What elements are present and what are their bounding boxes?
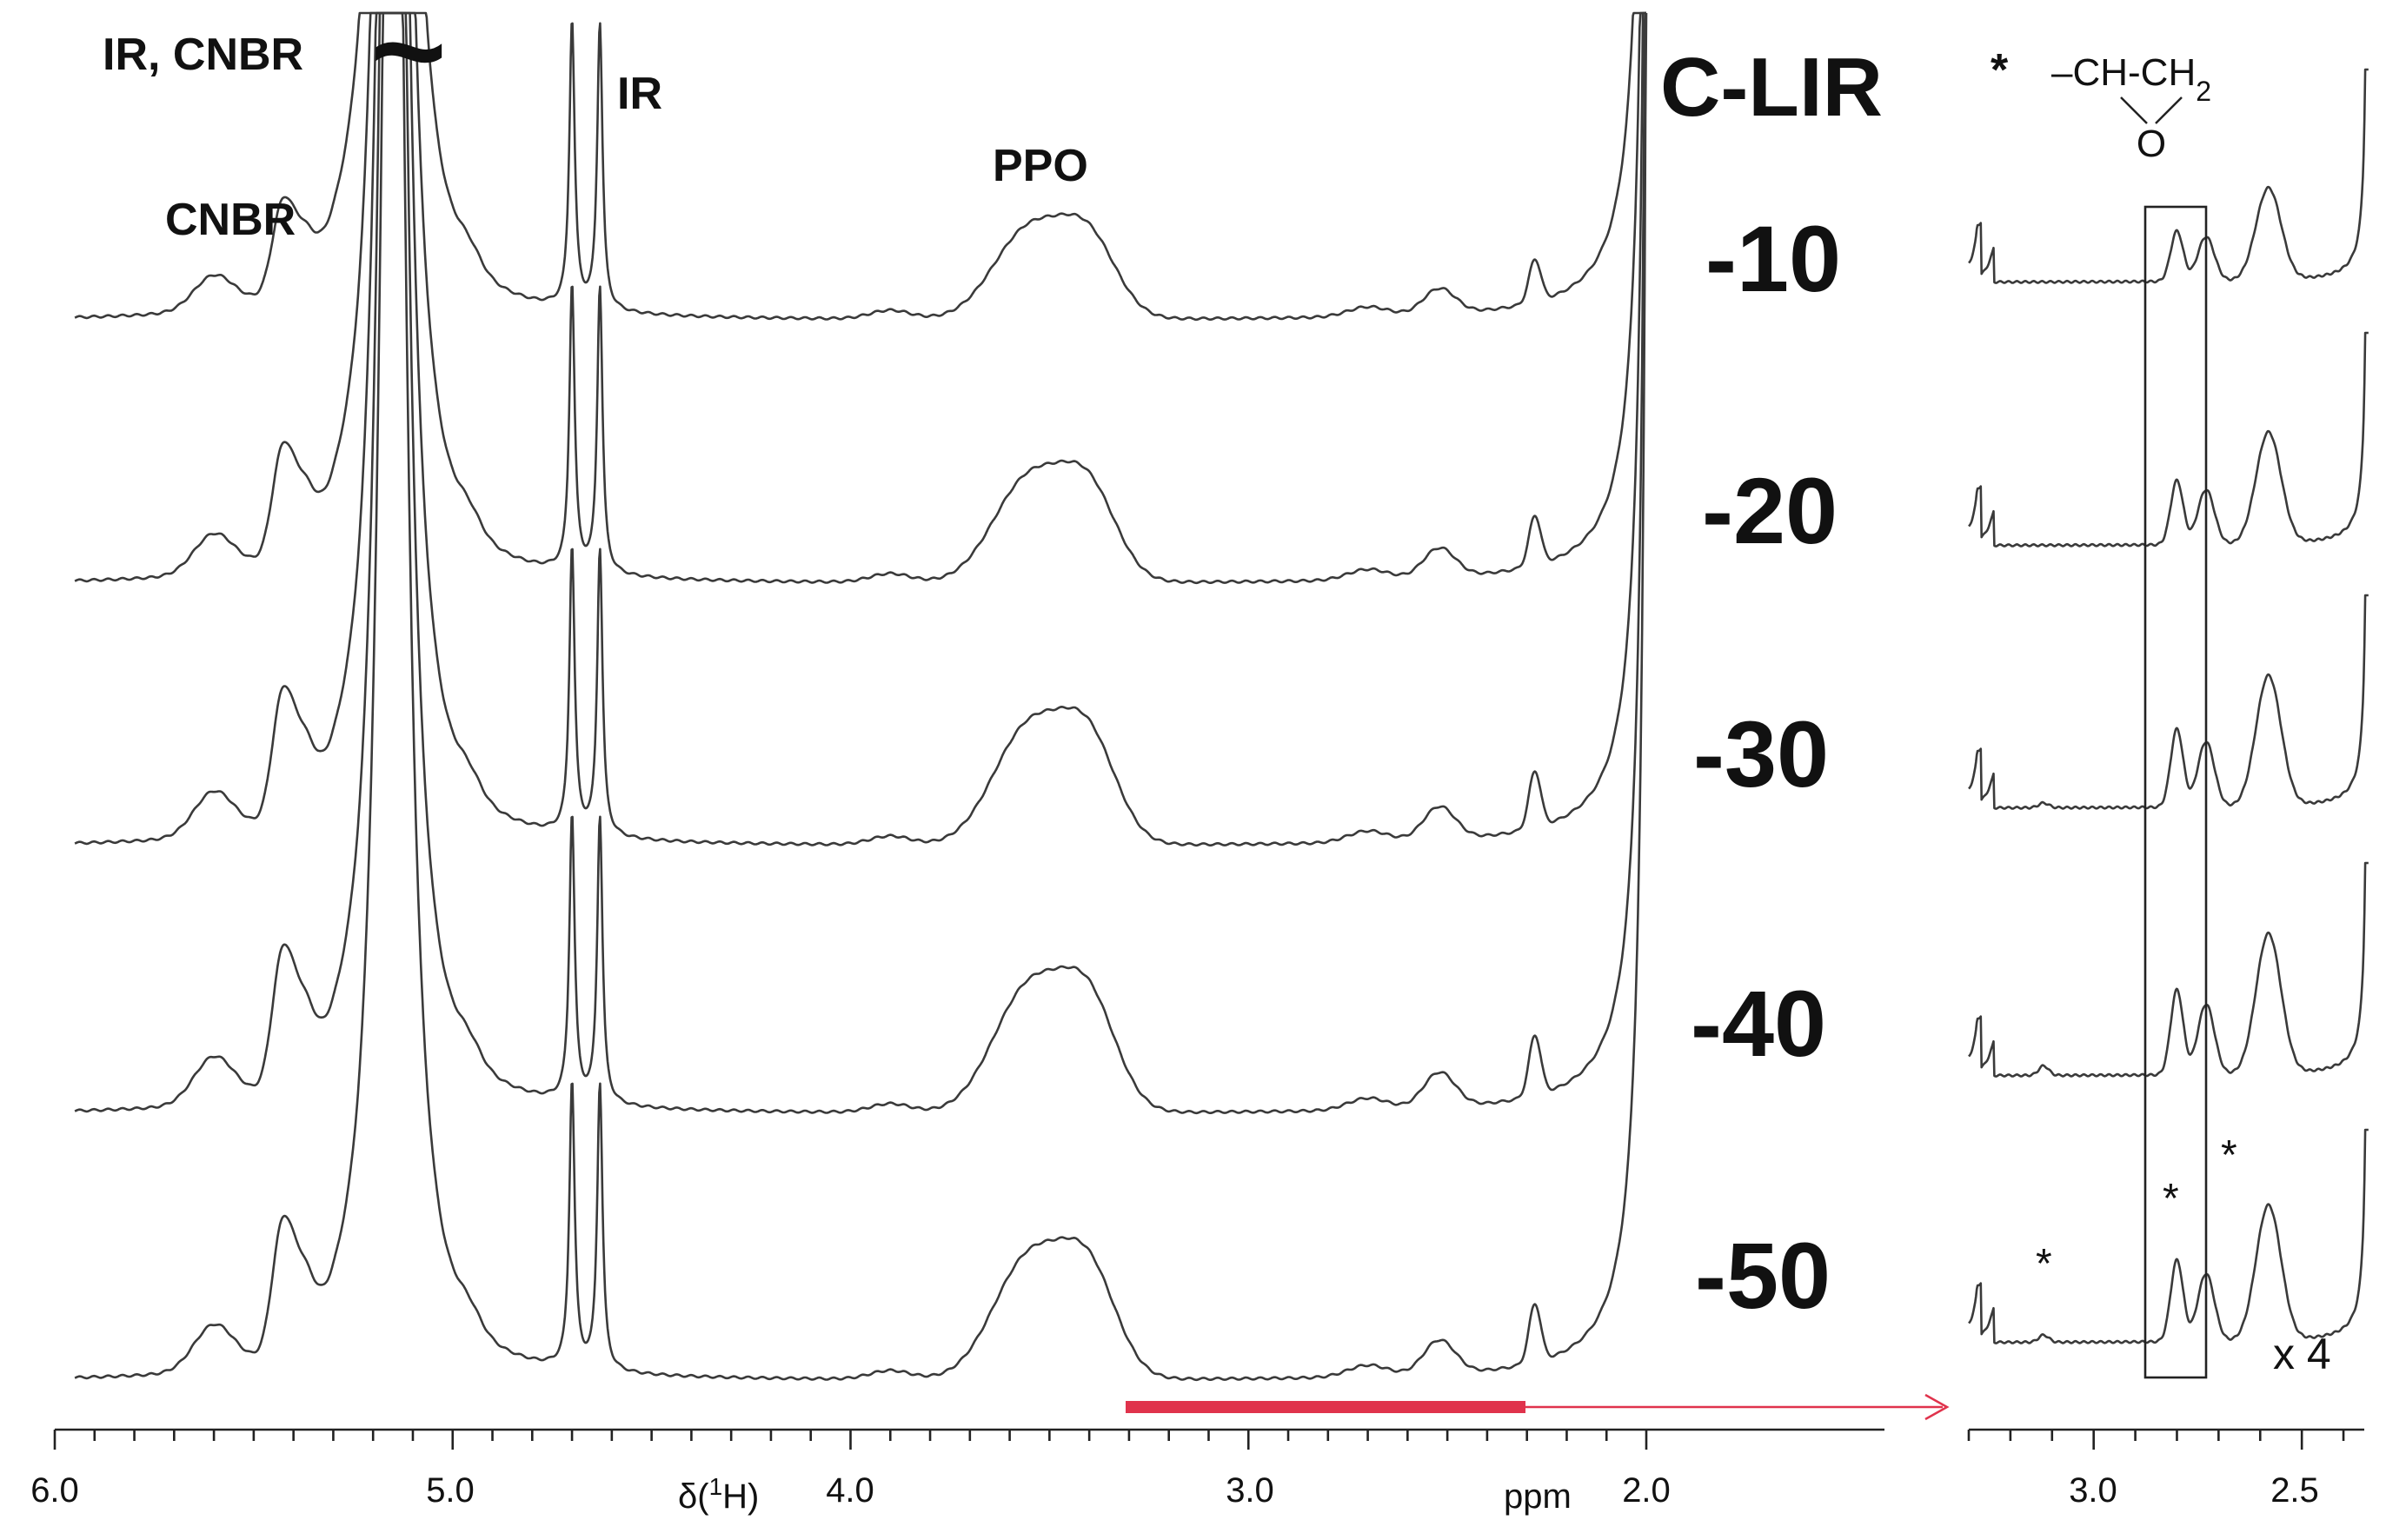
epoxide-bond-right bbox=[2155, 96, 2183, 124]
inset-star-3: * bbox=[2221, 1132, 2237, 1178]
inset-ticks bbox=[1967, 1430, 2345, 1450]
series-label-30: -30 bbox=[1693, 701, 1829, 807]
tick-label-5: 5.0 bbox=[426, 1471, 475, 1510]
inset-trace-50 bbox=[1968, 1128, 2369, 1344]
label-ir: IR bbox=[617, 69, 662, 119]
label-ppo: PPO bbox=[993, 141, 1088, 191]
series-label-20: -20 bbox=[1702, 458, 1838, 563]
chart-title: C-LIR bbox=[1660, 41, 1883, 134]
series-label-10: -10 bbox=[1705, 206, 1841, 311]
tick-label-2: 2.0 bbox=[1622, 1471, 1671, 1510]
label-cnbr: CNBR bbox=[165, 195, 296, 245]
spectrum-trace-30 bbox=[74, 11, 1647, 847]
spectrum-trace-20 bbox=[74, 11, 1647, 585]
inset-tick-label-2-5: 2.5 bbox=[2270, 1471, 2319, 1510]
structure-formula: –CH-CH2 bbox=[2051, 51, 2211, 107]
tilde-glyph: ~ bbox=[370, 0, 447, 123]
arrow-head bbox=[1924, 1393, 1950, 1421]
inset-trace-40 bbox=[1968, 861, 2369, 1078]
main-ticks bbox=[53, 1430, 1648, 1450]
tick-label-4: 4.0 bbox=[826, 1471, 874, 1510]
inset-tick-label-3: 3.0 bbox=[2069, 1471, 2117, 1510]
highlight-bar bbox=[1126, 1401, 1525, 1413]
tick-label-6: 6.0 bbox=[30, 1471, 79, 1510]
inset-star-2: * bbox=[2163, 1176, 2179, 1222]
tick-label-3: 3.0 bbox=[1226, 1471, 1274, 1510]
structure-star: * bbox=[1991, 45, 2009, 96]
inset-trace-10 bbox=[1968, 68, 2369, 284]
x-axis-unit: ppm bbox=[1504, 1477, 1572, 1516]
spectrum-trace-10 bbox=[74, 11, 1647, 322]
series-label-50: -50 bbox=[1695, 1223, 1831, 1328]
structure-subscript: 2 bbox=[2196, 76, 2211, 107]
inset-trace-30 bbox=[1968, 594, 2369, 810]
structure-oxygen: O bbox=[2137, 123, 2166, 165]
inset-trace-20 bbox=[1968, 331, 2369, 548]
label-ir-cnbr: IR, CNBR bbox=[103, 30, 303, 80]
inset-star-1: * bbox=[2036, 1241, 2052, 1287]
spectra-traces bbox=[74, 11, 2369, 1382]
spectrum-trace-50 bbox=[74, 11, 1648, 1382]
epoxide-box bbox=[2143, 205, 2208, 1379]
inset-scale-label: x 4 bbox=[2273, 1330, 2331, 1378]
spectrum-trace-40 bbox=[74, 11, 1647, 1115]
epoxide-bond-left bbox=[2120, 96, 2148, 124]
x-axis-title: δ(1H) bbox=[678, 1473, 759, 1517]
series-label-40: -40 bbox=[1691, 971, 1826, 1076]
